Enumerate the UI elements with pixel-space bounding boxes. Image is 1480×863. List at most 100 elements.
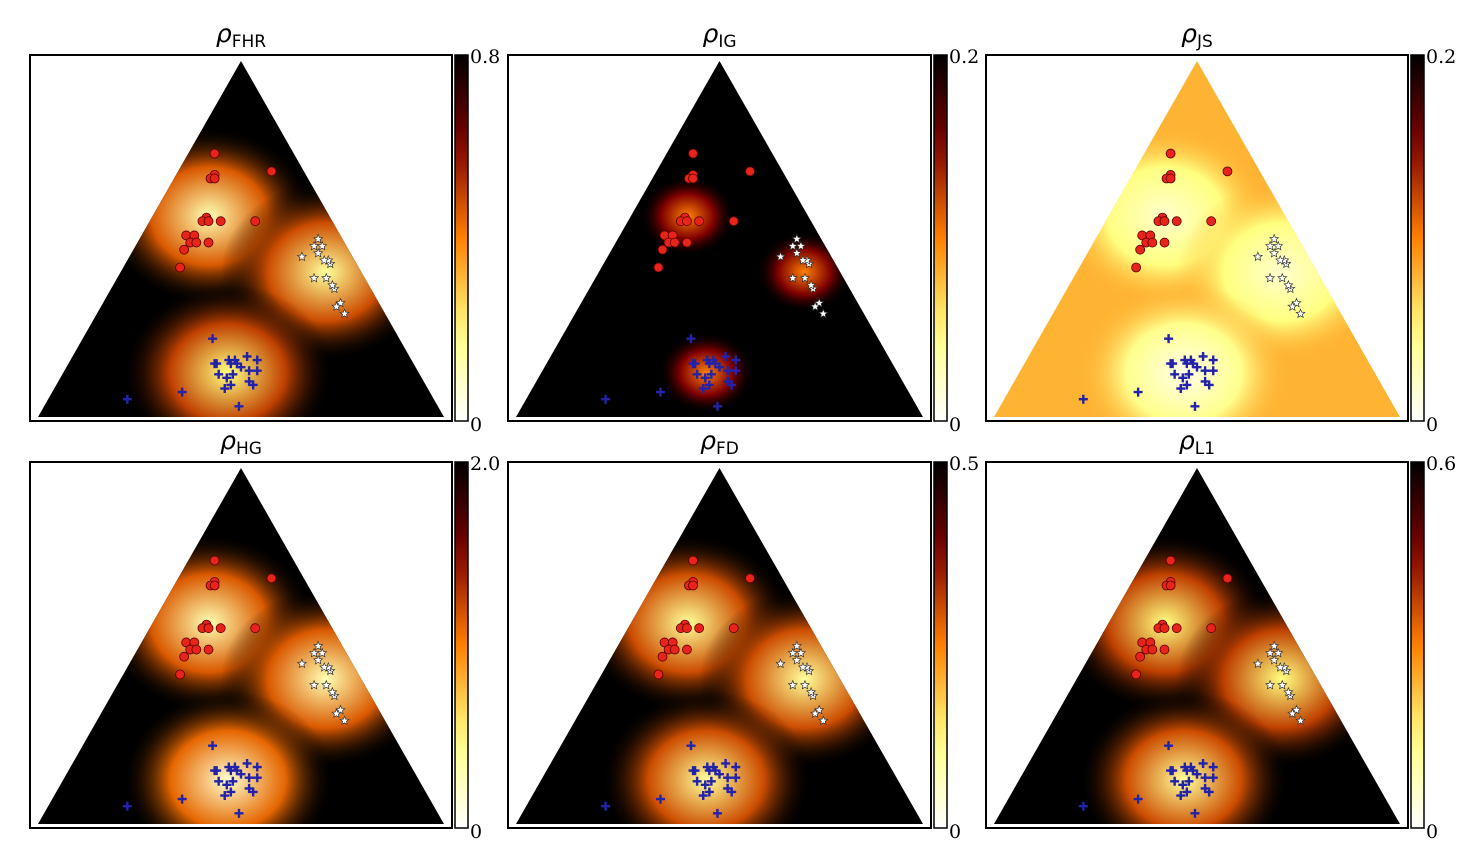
marker-star bbox=[787, 272, 798, 283]
title-symbol: ρ bbox=[220, 426, 236, 455]
colorbar-tick-max: 0.8 bbox=[470, 46, 500, 68]
title-subscript: FD bbox=[716, 439, 739, 459]
marker-star bbox=[319, 254, 330, 265]
marker-plus bbox=[1170, 369, 1180, 379]
marker-circle bbox=[688, 173, 698, 184]
marker-star bbox=[810, 708, 821, 719]
marker-plus bbox=[727, 380, 737, 390]
marker-plus bbox=[1198, 351, 1208, 361]
marker-circle bbox=[1222, 166, 1233, 177]
density-blob-crosses bbox=[1078, 690, 1289, 824]
marker-plus bbox=[1200, 366, 1210, 376]
marker-circle bbox=[1165, 173, 1176, 184]
marker-star bbox=[805, 279, 817, 290]
marker-plus bbox=[234, 808, 244, 818]
marker-star bbox=[321, 679, 332, 690]
colorbar-tick-max: 0.6 bbox=[1426, 453, 1456, 475]
marker-plus bbox=[655, 794, 665, 804]
marker-star bbox=[797, 661, 809, 672]
marker-circle bbox=[1159, 644, 1170, 655]
marker-star bbox=[321, 272, 332, 283]
marker-star bbox=[319, 661, 330, 672]
density-blob-crosses bbox=[658, 332, 755, 414]
marker-circle bbox=[250, 216, 261, 227]
title-subscript: IG bbox=[718, 32, 736, 52]
marker-plus bbox=[692, 369, 702, 379]
marker-circle bbox=[669, 237, 680, 248]
marker-star bbox=[1275, 254, 1286, 265]
marker-star bbox=[791, 654, 802, 665]
marker-plus bbox=[700, 373, 710, 383]
marker-plus bbox=[1204, 380, 1214, 390]
marker-plus bbox=[1176, 791, 1186, 801]
marker-plus bbox=[252, 366, 262, 376]
marker-circle bbox=[653, 262, 664, 273]
marker-plus bbox=[1182, 380, 1192, 390]
marker-plus bbox=[214, 776, 224, 786]
marker-plus bbox=[721, 351, 731, 361]
marker-plus bbox=[704, 787, 714, 797]
marker-circle bbox=[1131, 262, 1141, 273]
marker-circle bbox=[1222, 573, 1233, 584]
marker-plus bbox=[208, 334, 218, 344]
colorbar-tick-max: 0.2 bbox=[1426, 46, 1456, 68]
marker-star bbox=[1277, 679, 1288, 690]
marker-plus bbox=[1192, 362, 1202, 372]
marker-star bbox=[791, 247, 802, 258]
colorbar-tick-max: 0.5 bbox=[949, 453, 979, 475]
marker-circle bbox=[1159, 237, 1170, 248]
panel-title: ρIG bbox=[702, 19, 736, 52]
marker-plus bbox=[700, 780, 710, 790]
colorbar bbox=[1410, 461, 1425, 829]
marker-circle bbox=[250, 623, 261, 634]
marker-plus bbox=[698, 384, 708, 394]
colorbar-tick-min: 0 bbox=[470, 821, 482, 843]
marker-plus bbox=[1184, 369, 1194, 379]
marker-plus bbox=[177, 794, 187, 804]
marker-circle bbox=[1147, 237, 1158, 248]
marker-plus bbox=[686, 334, 696, 344]
title-subscript: FHR bbox=[232, 32, 267, 52]
marker-plus bbox=[214, 369, 224, 379]
marker-plus bbox=[252, 355, 262, 365]
marker-plus bbox=[655, 387, 665, 397]
panel-js: ρJS 0.2 0 bbox=[985, 19, 1456, 436]
marker-circle bbox=[1135, 244, 1146, 255]
marker-plus bbox=[1078, 801, 1088, 811]
marker-star bbox=[1268, 247, 1280, 258]
marker-plus bbox=[1190, 401, 1200, 411]
marker-plus bbox=[715, 362, 724, 372]
panel-ig: ρIG 0.2 0 bbox=[507, 19, 979, 436]
marker-circle bbox=[682, 237, 692, 248]
marker-plus bbox=[220, 384, 230, 394]
marker-star bbox=[1275, 661, 1286, 672]
panel-title: ρJS bbox=[1181, 19, 1213, 52]
title-symbol: ρ bbox=[702, 19, 718, 48]
marker-star bbox=[797, 254, 809, 265]
marker-plus bbox=[715, 769, 724, 779]
marker-star bbox=[1268, 233, 1280, 244]
marker-circle bbox=[209, 148, 220, 159]
marker-plus bbox=[731, 773, 741, 783]
marker-star bbox=[775, 658, 786, 669]
marker-star bbox=[312, 640, 324, 651]
marker-circle bbox=[1165, 580, 1176, 591]
marker-circle bbox=[215, 623, 226, 634]
marker-star bbox=[795, 647, 807, 658]
marker-star bbox=[791, 640, 802, 651]
marker-plus bbox=[712, 401, 722, 411]
marker-plus bbox=[1190, 808, 1200, 818]
marker-plus bbox=[236, 362, 246, 372]
panel-fhr: ρFHR 0.8 0 bbox=[29, 19, 500, 436]
marker-star bbox=[818, 715, 829, 726]
marker-star bbox=[296, 251, 308, 262]
marker-circle bbox=[694, 623, 705, 634]
marker-circle bbox=[203, 623, 214, 634]
marker-plus bbox=[706, 369, 716, 379]
marker-plus bbox=[122, 801, 132, 811]
marker-circle bbox=[1159, 216, 1170, 227]
colorbar bbox=[933, 54, 948, 422]
axes-frame bbox=[29, 54, 453, 422]
marker-plus bbox=[601, 394, 611, 404]
marker-plus bbox=[1182, 787, 1192, 797]
